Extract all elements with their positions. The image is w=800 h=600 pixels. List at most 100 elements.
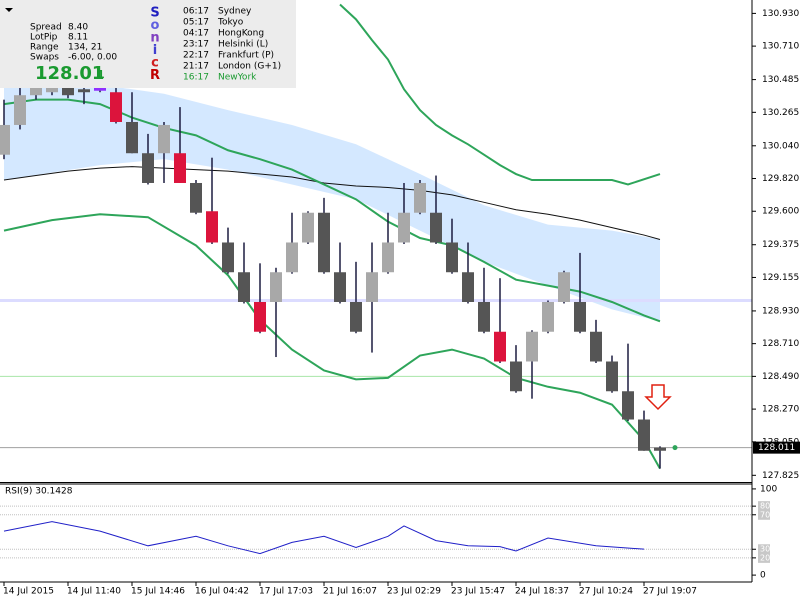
bid-price: 128.01 <box>35 63 104 84</box>
session-city: Tokyo <box>217 18 244 28</box>
candle-body <box>302 212 314 243</box>
session-time: 05:17 <box>183 18 209 28</box>
x-tick-label: 15 Jul 14:46 <box>131 587 185 597</box>
session-time: 21:17 <box>183 62 209 72</box>
x-tick-label: 17 Jul 17:03 <box>259 587 313 597</box>
y-tick-label: 129.820 <box>762 174 799 184</box>
x-tick-label: 14 Jul 11:40 <box>67 587 121 597</box>
stat-name: Range <box>30 43 59 53</box>
stat-value: 8.40 <box>68 23 88 33</box>
rsi-line <box>3 521 645 555</box>
x-tick-label: 27 Jul 10:24 <box>579 587 633 597</box>
candle-body <box>510 361 522 392</box>
candle-body <box>110 92 122 122</box>
indicator-line <box>339 3 661 186</box>
y-tick-label: 70 <box>760 510 770 519</box>
candle-body <box>78 89 90 93</box>
y-tick-label: 80 <box>760 502 770 511</box>
x-tick-label: 16 Jul 04:42 <box>195 587 249 597</box>
session-time: 06:17 <box>183 7 209 17</box>
candle-body <box>254 301 266 332</box>
logo-letter: o <box>151 18 160 33</box>
candle-body <box>590 331 602 362</box>
stat-name: LotPip <box>30 33 58 43</box>
candle-body <box>30 84 42 96</box>
info-panel <box>0 0 296 88</box>
x-tick-label: 27 Jul 19:07 <box>643 587 697 597</box>
y-tick-label: 130.040 <box>762 141 799 151</box>
candle-body <box>14 95 26 125</box>
candle-body <box>462 272 474 302</box>
signal-arrow <box>644 384 672 411</box>
candle-body <box>558 272 570 302</box>
level-label-bg <box>758 501 770 512</box>
session-city: HongKong <box>218 29 264 39</box>
candle-body <box>174 153 186 183</box>
stat-value: -6.00, 0.00 <box>68 53 117 63</box>
candle-body <box>238 272 250 302</box>
session-city: London (G+1) <box>218 62 281 72</box>
candle-body <box>142 153 154 183</box>
candle-body <box>542 301 554 332</box>
y-tick-label: 130.265 <box>762 108 799 118</box>
candle-body <box>0 124 10 155</box>
candle-body <box>478 301 490 332</box>
session-city: NewYork <box>218 73 257 83</box>
candle-body <box>126 121 138 154</box>
candle-body <box>430 212 442 243</box>
candle-body <box>334 272 346 302</box>
x-tick-label: 21 Jul 16:07 <box>323 587 377 597</box>
y-tick-label: 0 <box>760 571 766 581</box>
candle-body <box>526 331 538 362</box>
x-tick-label: 23 Jul 02:29 <box>387 587 441 597</box>
candle-body <box>622 391 634 420</box>
y-tick-label: 130.710 <box>762 42 799 52</box>
candle-body <box>158 124 170 154</box>
x-tick-label: 23 Jul 15:47 <box>451 587 505 597</box>
current-price-label: 128.011 <box>758 443 795 453</box>
candle-body <box>190 182 202 213</box>
candle-body <box>494 331 506 362</box>
main-plot <box>0 3 752 470</box>
logo-letter: S <box>150 6 159 21</box>
y-tick-label: 20 <box>760 553 770 562</box>
y-tick-label: 128.930 <box>762 306 799 316</box>
y-tick-label: 30 <box>760 545 770 554</box>
session-city: Helsinki (L) <box>218 40 268 50</box>
menu-triangle <box>5 8 13 12</box>
y-tick-label: 100 <box>760 484 777 494</box>
candle-body <box>574 301 586 332</box>
level-label-bg <box>758 509 770 520</box>
logo-letter: R <box>150 68 160 83</box>
candle-body <box>94 87 106 91</box>
indicator-line <box>3 166 661 240</box>
candle-body <box>382 242 394 273</box>
candle-body <box>606 361 618 392</box>
candle-body <box>62 84 74 96</box>
session-time: 22:17 <box>183 51 209 61</box>
session-time: 23:17 <box>183 40 209 50</box>
indicator-line <box>3 213 661 470</box>
candle-body <box>398 212 410 243</box>
x-tick-label: 24 Jul 18:37 <box>515 587 569 597</box>
candle-body <box>270 272 282 302</box>
level-label-bg <box>758 544 770 555</box>
level-label-bg <box>758 552 770 563</box>
session-city: Frankfurt (P) <box>218 51 274 61</box>
rsi-title: RSI(9) 30.1428 <box>5 487 73 497</box>
candle-body <box>654 447 666 451</box>
y-tick-label: 130.485 <box>762 75 799 85</box>
session-time: 04:17 <box>183 29 209 39</box>
y-tick-label: 128.710 <box>762 339 799 349</box>
candle-body <box>206 211 218 243</box>
logo-letter: i <box>153 43 157 58</box>
bid-suffix: 1 <box>97 68 105 81</box>
session-city: Sydney <box>218 7 252 17</box>
stat-value: 134, 21 <box>68 43 102 53</box>
y-tick-label: 128.270 <box>762 405 799 415</box>
candle-body <box>222 242 234 273</box>
y-tick-label: 129.155 <box>762 273 799 283</box>
y-tick-label: 128.490 <box>762 372 799 382</box>
candle-body <box>366 272 378 302</box>
